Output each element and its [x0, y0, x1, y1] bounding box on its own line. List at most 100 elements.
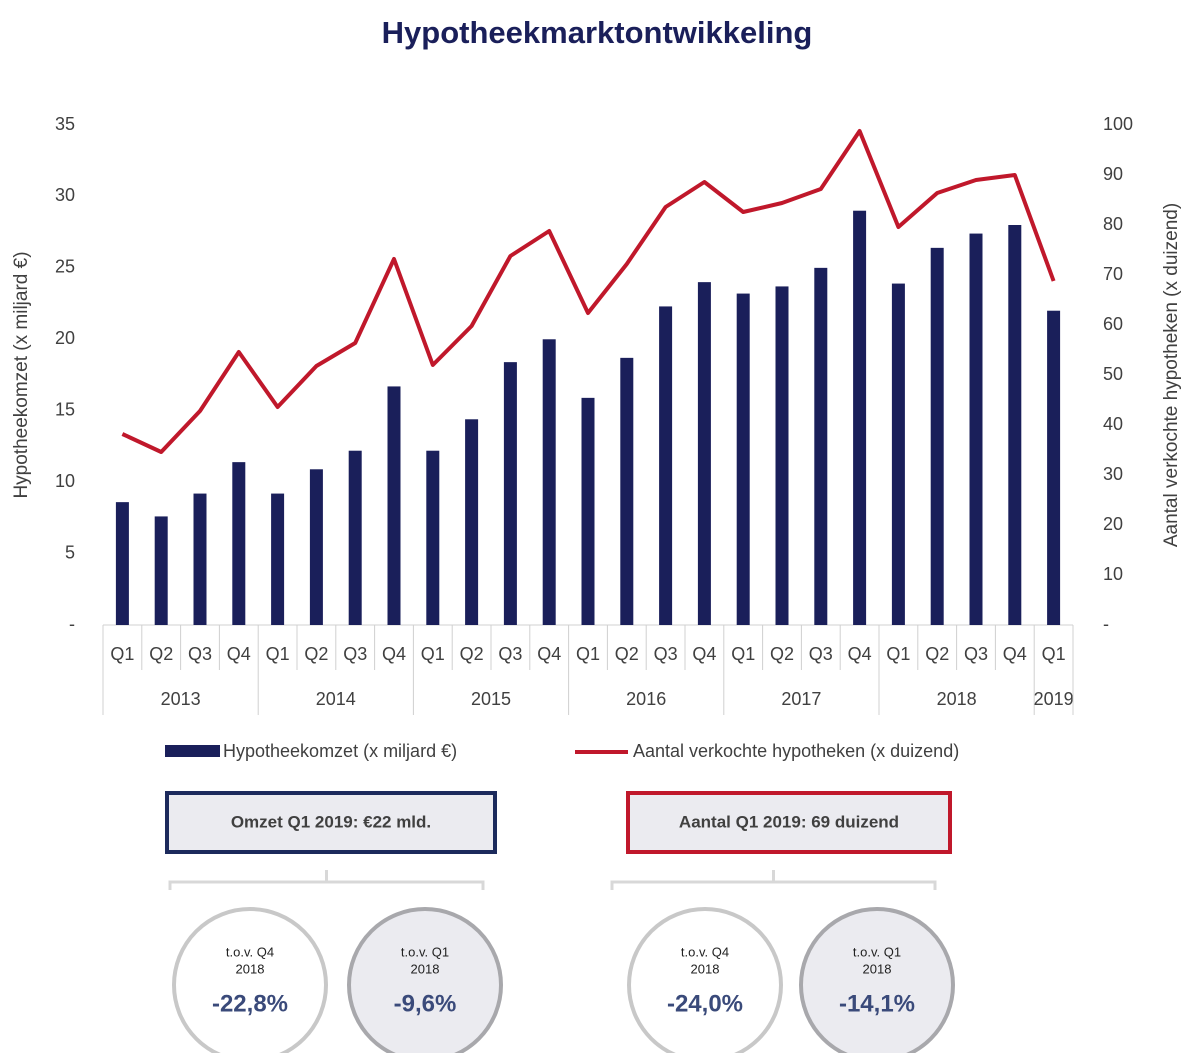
comparison-circle: [172, 907, 328, 1053]
bar: [271, 493, 285, 625]
x-tick-label: Q3: [343, 644, 367, 664]
comparison-circle: [799, 907, 955, 1053]
summary-text: Aantal Q1 2019: 69 duizend: [679, 812, 899, 831]
x-tick-label: Q3: [964, 644, 988, 664]
y2-tick-label: 80: [1103, 214, 1123, 234]
comparison-label: t.o.v. Q4: [681, 944, 729, 959]
bracket: [168, 870, 485, 890]
x-tick-label: Q1: [1042, 644, 1066, 664]
year-label: 2016: [626, 689, 666, 709]
year-label: 2019: [1034, 689, 1074, 709]
bar: [969, 233, 983, 626]
bar: [309, 469, 323, 625]
x-tick-label: Q2: [460, 644, 484, 664]
bar: [1047, 310, 1061, 625]
comparison-label: t.o.v. Q1: [853, 944, 901, 959]
x-tick-label: Q4: [537, 644, 561, 664]
x-tick-label: Q3: [188, 644, 212, 664]
comparison-value: -22,8%: [212, 990, 288, 1017]
comparison-label: 2018: [411, 961, 440, 976]
y2-tick-label: 40: [1103, 414, 1123, 434]
x-tick-label: Q2: [615, 644, 639, 664]
year-label: 2017: [781, 689, 821, 709]
x-tick-label: Q1: [886, 644, 910, 664]
legend-swatch: [165, 745, 220, 757]
summary-box: [165, 791, 497, 854]
y2-tick-label: -: [1103, 614, 1109, 634]
x-tick-label: Q1: [110, 644, 134, 664]
legend-label: Hypotheekomzet (x miljard €): [223, 741, 457, 761]
x-tick-label: Q1: [576, 644, 600, 664]
x-tick-label: Q4: [382, 644, 406, 664]
chart-title: Hypotheekmarktontwikkeling: [382, 15, 813, 50]
bar: [814, 267, 828, 625]
x-tick-label: Q2: [770, 644, 794, 664]
y-tick-label: -: [69, 614, 75, 634]
bar: [659, 306, 673, 625]
legend-label: Aantal verkochte hypotheken (x duizend): [633, 741, 959, 761]
bar: [1008, 225, 1022, 625]
comparison-circle: [347, 907, 503, 1053]
x-tick-label: Q4: [692, 644, 716, 664]
y2-tick-label: 60: [1103, 314, 1123, 334]
y2-axis-label: Aantal verkochte hypotheken (x duizend): [1161, 203, 1182, 547]
x-tick-label: Q1: [731, 644, 755, 664]
bar: [465, 419, 479, 625]
x-tick-label: Q2: [925, 644, 949, 664]
bar: [775, 286, 789, 625]
bar: [891, 283, 905, 625]
summary-box: [626, 791, 952, 854]
x-tick-label: Q2: [149, 644, 173, 664]
x-tick-label: Q3: [809, 644, 833, 664]
x-tick-label: Q2: [304, 644, 328, 664]
y2-tick-label: 20: [1103, 514, 1123, 534]
x-tick-label: Q3: [498, 644, 522, 664]
bar: [154, 516, 168, 625]
y2-tick-label: 50: [1103, 364, 1123, 384]
bar: [426, 450, 440, 625]
y2-tick-label: 70: [1103, 264, 1123, 284]
comparison-label: t.o.v. Q1: [401, 944, 449, 959]
y2-tick-label: 90: [1103, 164, 1123, 184]
x-tick-label: Q4: [1003, 644, 1027, 664]
year-label: 2018: [937, 689, 977, 709]
comparison-label: 2018: [863, 961, 892, 976]
comparison-circle: [627, 907, 783, 1053]
comparison-label: t.o.v. Q4: [226, 944, 274, 959]
y2-tick-label: 30: [1103, 464, 1123, 484]
comparison-value: -9,6%: [394, 990, 457, 1017]
bar: [115, 502, 129, 625]
bar: [542, 339, 556, 625]
bracket: [610, 870, 937, 890]
y-tick-label: 30: [55, 185, 75, 205]
y-axis-label: Hypotheekomzet (x miljard €): [11, 251, 32, 498]
y-tick-label: 5: [65, 542, 75, 562]
bar: [853, 210, 867, 625]
year-label: 2013: [161, 689, 201, 709]
bar: [581, 397, 595, 625]
x-tick-label: Q4: [227, 644, 251, 664]
year-label: 2015: [471, 689, 511, 709]
x-tick-label: Q1: [421, 644, 445, 664]
y2-tick-label: 10: [1103, 564, 1123, 584]
comparison-value: -14,1%: [839, 990, 915, 1017]
y-tick-label: 20: [55, 328, 75, 348]
x-tick-label: Q3: [654, 644, 678, 664]
bar: [697, 282, 711, 625]
x-tick-label: Q1: [266, 644, 290, 664]
bar: [503, 362, 517, 625]
x-tick-label: Q4: [848, 644, 872, 664]
bar: [193, 493, 207, 625]
comparison-label: 2018: [691, 961, 720, 976]
y-tick-label: 10: [55, 471, 75, 491]
comparison-value: -24,0%: [667, 990, 743, 1017]
bar: [387, 386, 401, 625]
year-label: 2014: [316, 689, 356, 709]
comparison-label: 2018: [236, 961, 265, 976]
y-tick-label: 35: [55, 114, 75, 134]
bar: [620, 357, 634, 625]
line: [121, 129, 1056, 454]
bar: [736, 293, 750, 625]
y2-tick-label: 100: [1103, 114, 1133, 134]
